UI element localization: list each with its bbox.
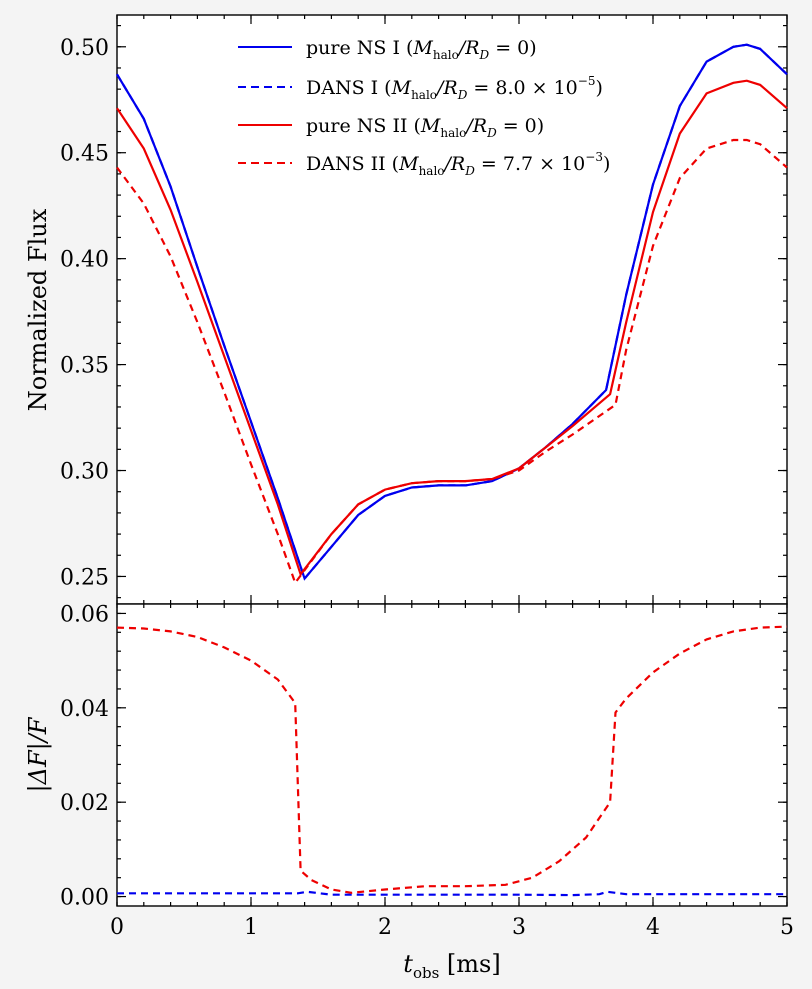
top-panel: 0.25 0.30 0.35 0.40 0.45 0.50 Normalized Flux… bbox=[24, 14, 788, 605]
x-tick-label: 2 bbox=[378, 915, 392, 940]
legend-entry-dans-1: DANS I (Mhalo/RD = 8.0 × 10−5) bbox=[306, 74, 603, 102]
series-dans-i bbox=[116, 43, 788, 581]
legend-entry-pure-ns-2: pure NS II (Mhalo/RD = 0) bbox=[306, 115, 544, 140]
x-tick-label: 4 bbox=[646, 915, 660, 940]
top-y-tick-labels: 0.25 0.30 0.35 0.40 0.45 0.50 bbox=[60, 36, 109, 591]
legend-entry-dans-2: DANS II (Mhalo/RD = 7.7 × 10−3) bbox=[306, 150, 610, 178]
y-tick-label: 0.02 bbox=[60, 791, 109, 816]
bottom-panel: 0.00 0.02 0.04 0.06 0 1 2 3 4 5 |ΔF|/F tobs [ms] bbox=[24, 602, 794, 982]
y-tick-label: 0.04 bbox=[60, 697, 109, 722]
legend: pure NS I (Mhalo/RD = 0) DANS I (Mhalo/R… bbox=[238, 37, 610, 178]
legend-entry-pure-ns-1: pure NS I (Mhalo/RD = 0) bbox=[306, 37, 537, 62]
x-tick-label: 5 bbox=[780, 915, 794, 940]
top-ticks bbox=[116, 15, 788, 604]
series-dans-ii-residual bbox=[116, 625, 788, 894]
y-tick-label: 0.45 bbox=[60, 142, 109, 167]
x-tick-label: 3 bbox=[512, 915, 526, 940]
top-plot-area bbox=[116, 14, 788, 605]
y-tick-label: 0.06 bbox=[60, 602, 109, 627]
y-tick-label: 0.35 bbox=[60, 354, 109, 379]
bottom-y-tick-labels: 0.00 0.02 0.04 0.06 bbox=[60, 602, 109, 910]
series-dans-ii bbox=[116, 138, 788, 586]
y-tick-label: 0.00 bbox=[60, 886, 109, 911]
bottom-curves bbox=[116, 625, 788, 897]
series-dans-i-residual bbox=[117, 890, 787, 897]
bottom-x-tick-labels: 0 1 2 3 4 5 bbox=[110, 915, 794, 940]
x-axis-label: tobs [ms] bbox=[403, 950, 500, 982]
y-tick-label: 0.50 bbox=[60, 36, 109, 61]
top-curves bbox=[116, 43, 788, 586]
top-y-axis-label: Normalized Flux bbox=[24, 208, 52, 411]
x-tick-label: 0 bbox=[110, 915, 124, 940]
y-tick-label: 0.40 bbox=[60, 248, 109, 273]
y-tick-label: 0.30 bbox=[60, 460, 109, 485]
x-tick-label: 1 bbox=[244, 915, 258, 940]
bottom-ticks bbox=[116, 604, 788, 906]
y-tick-label: 0.25 bbox=[60, 565, 109, 590]
bottom-plot-area bbox=[116, 603, 788, 907]
bottom-y-axis-label: |ΔF|/F bbox=[24, 716, 53, 792]
